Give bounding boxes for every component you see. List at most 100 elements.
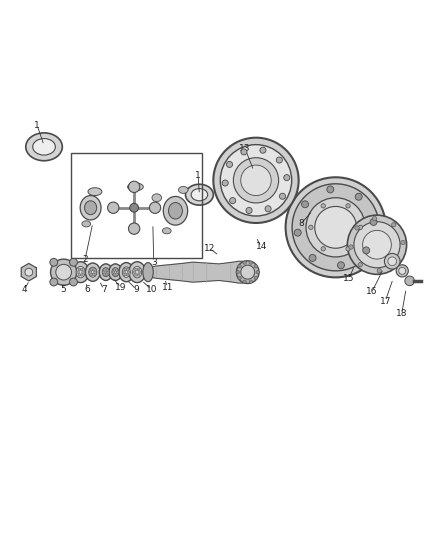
Circle shape — [243, 280, 246, 284]
Circle shape — [102, 271, 105, 273]
Circle shape — [70, 259, 78, 266]
Circle shape — [246, 207, 252, 214]
Circle shape — [50, 259, 58, 266]
Circle shape — [137, 268, 140, 271]
Circle shape — [363, 247, 370, 254]
Circle shape — [377, 269, 381, 273]
Circle shape — [103, 273, 106, 276]
Ellipse shape — [127, 183, 143, 191]
Ellipse shape — [122, 267, 131, 277]
Circle shape — [363, 230, 391, 259]
Circle shape — [401, 240, 405, 245]
Circle shape — [327, 186, 334, 193]
Circle shape — [355, 226, 359, 230]
Circle shape — [106, 271, 109, 273]
Ellipse shape — [169, 203, 183, 219]
Text: 13: 13 — [239, 144, 251, 154]
Ellipse shape — [162, 228, 171, 234]
Circle shape — [306, 198, 365, 257]
Ellipse shape — [143, 263, 153, 282]
Circle shape — [128, 223, 140, 235]
Circle shape — [222, 180, 228, 186]
Circle shape — [241, 149, 247, 155]
Ellipse shape — [179, 187, 188, 193]
Ellipse shape — [185, 184, 213, 205]
Circle shape — [405, 276, 414, 286]
Text: 18: 18 — [396, 309, 407, 318]
Circle shape — [134, 273, 137, 276]
Circle shape — [134, 268, 137, 271]
Circle shape — [236, 270, 240, 274]
Circle shape — [395, 260, 399, 264]
Circle shape — [238, 276, 241, 280]
Ellipse shape — [82, 221, 91, 227]
Circle shape — [106, 269, 108, 271]
Text: 10: 10 — [146, 285, 157, 294]
Circle shape — [90, 269, 93, 271]
Text: 9: 9 — [134, 285, 139, 294]
Circle shape — [321, 247, 325, 251]
Ellipse shape — [152, 194, 162, 201]
Circle shape — [137, 273, 140, 276]
Circle shape — [70, 278, 78, 286]
Circle shape — [354, 222, 400, 268]
Circle shape — [134, 271, 136, 273]
Circle shape — [276, 157, 283, 163]
Ellipse shape — [191, 189, 208, 201]
Text: 17: 17 — [379, 297, 391, 306]
Ellipse shape — [102, 268, 110, 277]
Circle shape — [82, 271, 85, 273]
Circle shape — [213, 138, 299, 223]
Text: 19: 19 — [115, 283, 127, 292]
Bar — [71, 154, 201, 258]
Text: 6: 6 — [84, 285, 90, 294]
Circle shape — [254, 264, 258, 268]
Text: 14: 14 — [255, 243, 267, 252]
Circle shape — [226, 161, 233, 167]
Circle shape — [249, 261, 253, 264]
Ellipse shape — [163, 197, 187, 225]
Circle shape — [396, 265, 408, 277]
Circle shape — [230, 198, 236, 204]
Circle shape — [241, 165, 271, 196]
Circle shape — [373, 216, 377, 221]
Circle shape — [149, 202, 161, 213]
Circle shape — [115, 269, 118, 271]
Circle shape — [138, 271, 141, 273]
Ellipse shape — [89, 267, 97, 277]
Circle shape — [309, 225, 313, 230]
Circle shape — [81, 273, 83, 276]
Ellipse shape — [76, 266, 85, 278]
Circle shape — [233, 158, 279, 203]
Circle shape — [302, 201, 308, 208]
Circle shape — [237, 261, 259, 284]
Text: 8: 8 — [298, 220, 304, 228]
Circle shape — [399, 268, 406, 274]
Text: 16: 16 — [367, 287, 378, 296]
Circle shape — [50, 278, 58, 286]
Circle shape — [238, 264, 241, 268]
Circle shape — [338, 262, 344, 269]
Text: 15: 15 — [343, 274, 354, 283]
Circle shape — [315, 206, 357, 248]
Circle shape — [385, 254, 400, 269]
Circle shape — [241, 265, 254, 279]
Circle shape — [346, 247, 350, 251]
Circle shape — [294, 229, 301, 236]
Ellipse shape — [72, 262, 89, 282]
Text: 1: 1 — [195, 171, 201, 180]
Text: 4: 4 — [21, 285, 27, 294]
Circle shape — [92, 269, 95, 271]
Ellipse shape — [26, 133, 62, 161]
Circle shape — [243, 261, 246, 264]
Circle shape — [370, 219, 377, 225]
Text: 1: 1 — [34, 120, 40, 130]
Circle shape — [108, 202, 119, 213]
Text: 7: 7 — [101, 285, 106, 294]
Circle shape — [92, 273, 95, 276]
Text: 2: 2 — [82, 255, 88, 264]
Ellipse shape — [133, 266, 142, 278]
Circle shape — [81, 268, 83, 271]
Ellipse shape — [129, 262, 145, 282]
Circle shape — [115, 273, 118, 276]
